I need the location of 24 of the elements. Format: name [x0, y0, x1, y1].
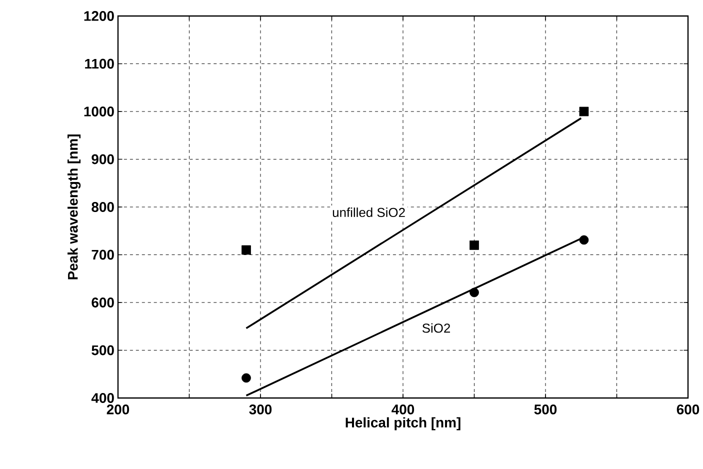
- y-tick-label: 500: [92, 345, 114, 356]
- x-tick-label: 400: [392, 404, 414, 414]
- x-tick-label: 200: [106, 404, 130, 414]
- point: [470, 240, 479, 250]
- x-tick-label: 600: [676, 404, 700, 414]
- x-axis-title: Helical pitch [nm]: [346, 417, 460, 430]
- point: [579, 106, 589, 116]
- y-axis-title: Peak wavelength [nm]: [68, 134, 81, 280]
- y-tick-label: 800: [92, 202, 114, 212]
- point: [470, 288, 479, 298]
- y-tick-label: 1100: [85, 58, 114, 69]
- series-label: SiO2: [422, 323, 450, 333]
- x-tick-label: 500: [534, 404, 557, 414]
- point: [579, 235, 589, 245]
- y-tick-label: 1000: [84, 106, 114, 116]
- y-tick-label: 600: [92, 298, 114, 308]
- point: [242, 373, 251, 383]
- x-tick-label: 300: [249, 404, 272, 414]
- series-label: unfilled SiO2: [332, 208, 405, 218]
- y-tick-label: 1200: [84, 11, 114, 21]
- y-tick-label: 700: [92, 250, 114, 260]
- y-tick-label: 900: [92, 154, 114, 164]
- point: [242, 245, 251, 255]
- y-tick-label: 400: [91, 393, 114, 403]
